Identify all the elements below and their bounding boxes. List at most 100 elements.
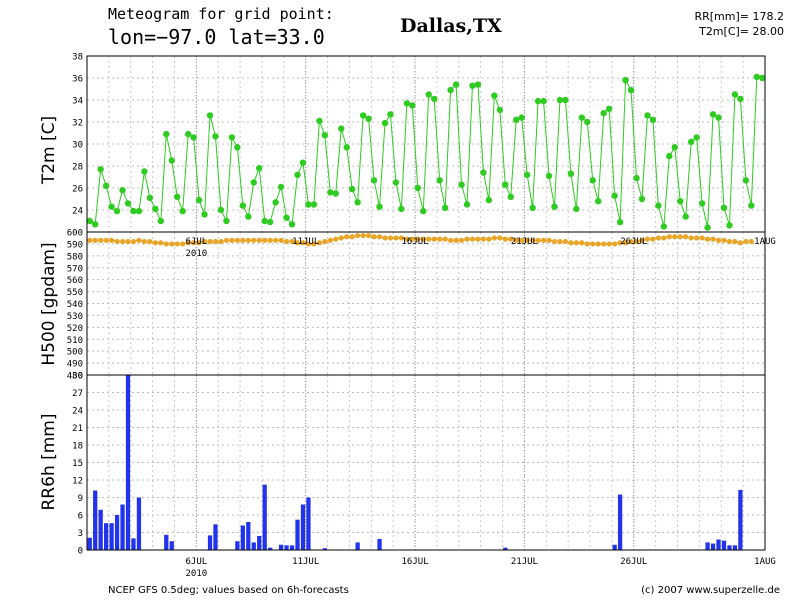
t2m-point [644, 112, 651, 119]
t2m-point [409, 102, 416, 109]
t2m-point [370, 177, 378, 184]
h500-point [612, 241, 618, 247]
h500-point [737, 240, 743, 246]
t2m-point [589, 177, 596, 184]
t2m-point [217, 206, 225, 214]
t2m-point [201, 211, 208, 218]
t2m-point [737, 95, 744, 103]
t2m-point [578, 114, 586, 121]
h500-point [130, 238, 137, 245]
h500-point [721, 237, 727, 243]
h500-point [355, 232, 361, 239]
precip-bar [727, 545, 732, 550]
precip-bar [136, 497, 142, 550]
h500-point [715, 237, 722, 243]
t2m-point [113, 207, 121, 215]
h500-point [551, 238, 558, 245]
t2m-point [595, 198, 602, 205]
t2m-point [354, 199, 361, 206]
title-line-2: lon=−97.0 lat=33.0 [108, 25, 325, 49]
t2m-point [141, 168, 148, 175]
t2m-point [146, 194, 154, 202]
h500-point [147, 238, 153, 245]
t2m-point [168, 157, 175, 164]
y-tick-label: 3 [78, 529, 83, 539]
y-tick-label: 9 [78, 494, 83, 504]
y-tick-label: 30 [72, 141, 83, 151]
t2m-point [469, 82, 476, 89]
h500-point [628, 238, 634, 245]
precip-bar [262, 484, 267, 550]
t2m-axis-title: T2m [C] [39, 116, 59, 185]
h500-point [344, 234, 350, 240]
h500-point [191, 240, 197, 246]
t2m-point [534, 97, 542, 105]
precip-bar [114, 515, 120, 550]
h500-point [212, 238, 219, 245]
precip-bar [213, 524, 218, 550]
precip-bar [98, 509, 103, 550]
h500-point [677, 234, 683, 240]
t2m-point [305, 201, 312, 208]
precip-bar [131, 538, 136, 550]
t2m-point [359, 112, 367, 119]
precip-bar [322, 548, 327, 550]
h500-point [109, 237, 115, 243]
t2m-point [622, 77, 629, 84]
t2m-point [283, 214, 290, 221]
t2m-point [491, 92, 498, 99]
t2m-point [693, 134, 700, 141]
h500-point [349, 234, 355, 240]
h500-point [404, 236, 410, 242]
h500-point [234, 237, 240, 243]
t2m-point [212, 133, 219, 140]
t2m-point [605, 105, 613, 113]
t2m-point [179, 207, 186, 215]
h500-point [562, 238, 569, 245]
h500-point [568, 240, 574, 246]
t2m-point [108, 203, 115, 210]
h500-point [661, 235, 667, 241]
t2m-point [584, 118, 591, 126]
h500-point [666, 234, 672, 240]
t2m-point [135, 207, 143, 215]
t2m-point [327, 189, 334, 196]
t2m-point [130, 207, 137, 215]
t2m-point [753, 73, 760, 81]
precip-bar [87, 537, 92, 550]
h500-point [393, 235, 399, 241]
precip-bar [377, 538, 382, 550]
precip-bar [240, 525, 245, 550]
t2m-point [392, 179, 400, 186]
h500-point [502, 236, 508, 242]
precip-bar [705, 542, 710, 550]
t2m-point [387, 111, 394, 118]
precip-bar [355, 542, 360, 550]
t2m-point [441, 204, 449, 211]
h500-point [710, 236, 716, 242]
t2m-point [343, 144, 350, 151]
t2m-point [748, 202, 755, 209]
y-tick-label: 0 [78, 547, 83, 557]
t2m-point [157, 217, 165, 225]
t2m-point [638, 195, 646, 203]
precip-bar [306, 497, 311, 550]
y-tick-label: 26 [72, 185, 83, 195]
top-date-label: 21JUL [511, 237, 538, 247]
t2m-point [452, 81, 460, 88]
t2m-point [403, 100, 411, 107]
h500-point [420, 236, 426, 242]
h500-point [486, 236, 492, 242]
h500-point [644, 236, 651, 242]
h500-point [508, 236, 514, 242]
h500-point [262, 237, 268, 243]
h500-point [415, 236, 421, 242]
t2m-point [682, 213, 689, 220]
precip-bar [207, 535, 213, 550]
t2m-point [152, 205, 159, 213]
t2m-point [381, 119, 389, 127]
precip-bar [120, 504, 125, 550]
h500-point [196, 240, 202, 246]
t2m-point [245, 213, 252, 220]
t2m-point [513, 116, 520, 124]
